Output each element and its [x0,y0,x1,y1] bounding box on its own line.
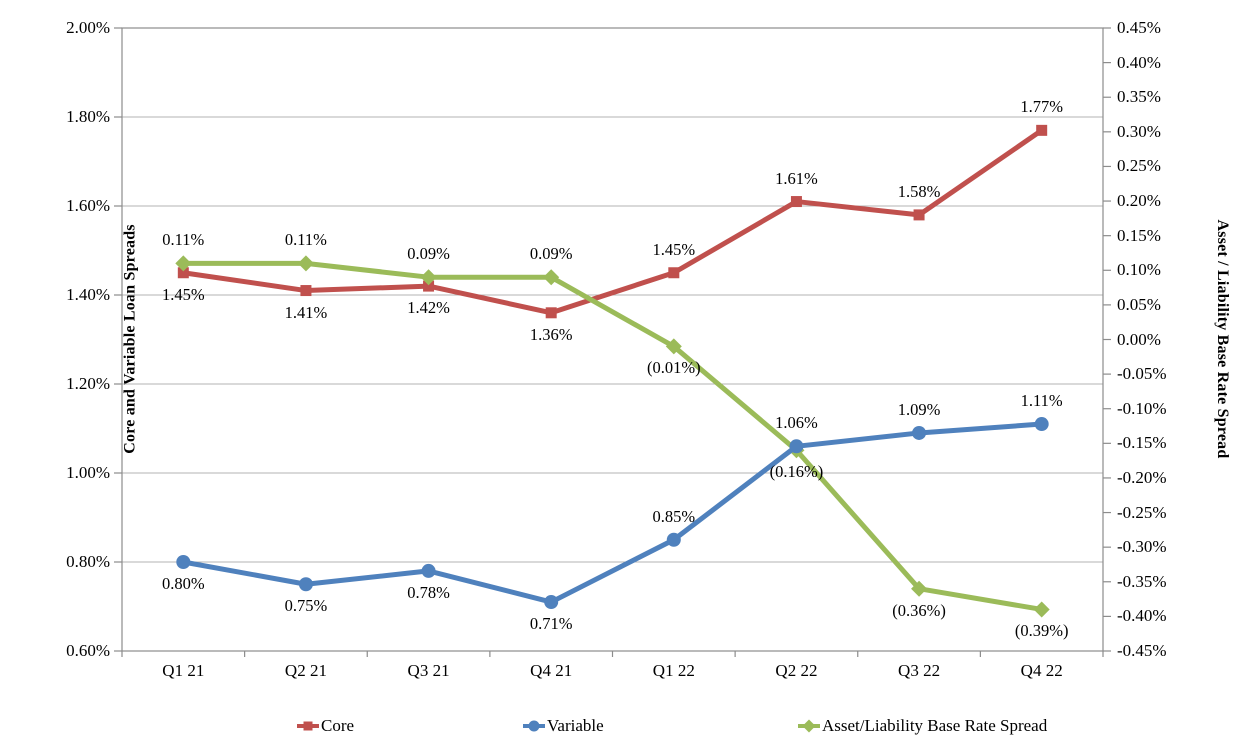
data-label: (0.39%) [1014,621,1069,641]
legend-label-variable: Variable [547,716,604,735]
y-axis-right-tick-label: -0.20% [1117,467,1167,487]
data-label: 1.77% [1020,97,1063,117]
y-axis-left-tick-label: 1.80% [66,107,110,126]
y-axis-right-tick-label: 0.20% [1117,191,1161,211]
data-label: 1.61% [775,168,818,188]
data-label: 0.09% [407,244,450,264]
core-series-marker-icon [296,718,320,734]
y-axis-right-tick-label: 0.10% [1117,260,1161,280]
y-axis-right-tick-label: 0.35% [1117,87,1161,107]
spread-series-marker-icon [797,718,821,734]
data-label: (0.01%) [647,358,701,378]
y-axis-right-tick-label: 0.30% [1117,121,1161,141]
x-axis-tick-label: Q4 22 [1020,661,1063,680]
y-axis-right-tick-label: -0.45% [1117,641,1167,660]
legend-item-variable: Variable [522,714,604,738]
variable-series-marker-icon [522,718,546,734]
data-label: 0.78% [407,582,450,602]
data-label: 1.06% [775,413,818,433]
y-axis-right-tick-label: 0.40% [1117,52,1161,72]
x-axis-tick-label: Q1 21 [162,661,205,680]
data-label: 1.36% [529,324,573,344]
legend: Core Variable Asset/Liability Base Rate … [0,714,1240,744]
data-label: 0.85% [652,506,696,526]
data-label: 1.09% [897,399,941,419]
data-label: 0.75% [284,596,328,616]
legend-label-spread: Asset/Liability Base Rate Spread [822,716,1048,735]
y-axis-right-tick-label: 0.45% [1117,18,1161,37]
data-label: (0.36%) [892,600,946,620]
y-axis-right-tick-label: 0.05% [1117,294,1161,314]
y-axis-left-tick-label: 1.40% [66,285,110,304]
y-axis-left-tick-label: 1.00% [66,463,110,482]
data-label: (0.16%) [769,462,824,482]
y-axis-left-tick-label: 1.20% [66,374,110,393]
y-axis-right-tick-label: 0.00% [1117,329,1161,349]
data-label: 1.58% [897,181,941,201]
x-axis-tick-label: Q3 22 [898,661,941,680]
y-axis-left-tick-label: 2.00% [66,18,110,37]
y-axis-right-tick-label: -0.10% [1117,398,1167,418]
y-axis-right-tick-label: -0.05% [1117,364,1167,384]
data-label: 1.45% [162,284,205,304]
y-axis-right-tick-label: -0.40% [1117,606,1167,626]
y-axis-right-tick-label: -0.25% [1117,502,1167,522]
y-axis-right-tick-label: 0.15% [1117,225,1161,245]
y-axis-left-tick-label: 0.80% [66,552,110,571]
x-axis-tick-label: Q1 22 [652,661,695,680]
legend-item-core: Core [296,714,354,738]
data-label: 0.11% [284,230,327,250]
y-axis-right-tick-label: -0.30% [1117,537,1167,557]
data-label: 1.11% [1020,391,1063,411]
data-label: 0.11% [162,230,205,250]
data-label: 0.09% [529,244,573,264]
data-label: 0.71% [529,614,573,634]
y-axis-right-tick-label: 0.25% [1117,156,1161,176]
data-label: 0.80% [162,574,205,593]
legend-item-spread: Asset/Liability Base Rate Spread [797,714,1047,738]
y-axis-right-tick-label: -0.35% [1117,571,1167,591]
legend-label-core: Core [321,716,355,735]
y-axis-left-tick-label: 0.60% [66,641,110,660]
data-label: 1.45% [652,239,696,259]
x-axis-tick-label: Q3 21 [407,661,450,680]
x-axis-tick-label: Q2 22 [775,661,818,680]
x-axis-tick-label: Q4 21 [530,661,573,680]
x-axis-tick-label: Q2 21 [284,661,327,680]
data-label: 1.41% [284,302,328,322]
y-axis-right-tick-label: -0.15% [1117,433,1167,453]
data-label: 1.42% [407,298,450,318]
y-axis-left-tick-label: 1.60% [66,196,110,215]
